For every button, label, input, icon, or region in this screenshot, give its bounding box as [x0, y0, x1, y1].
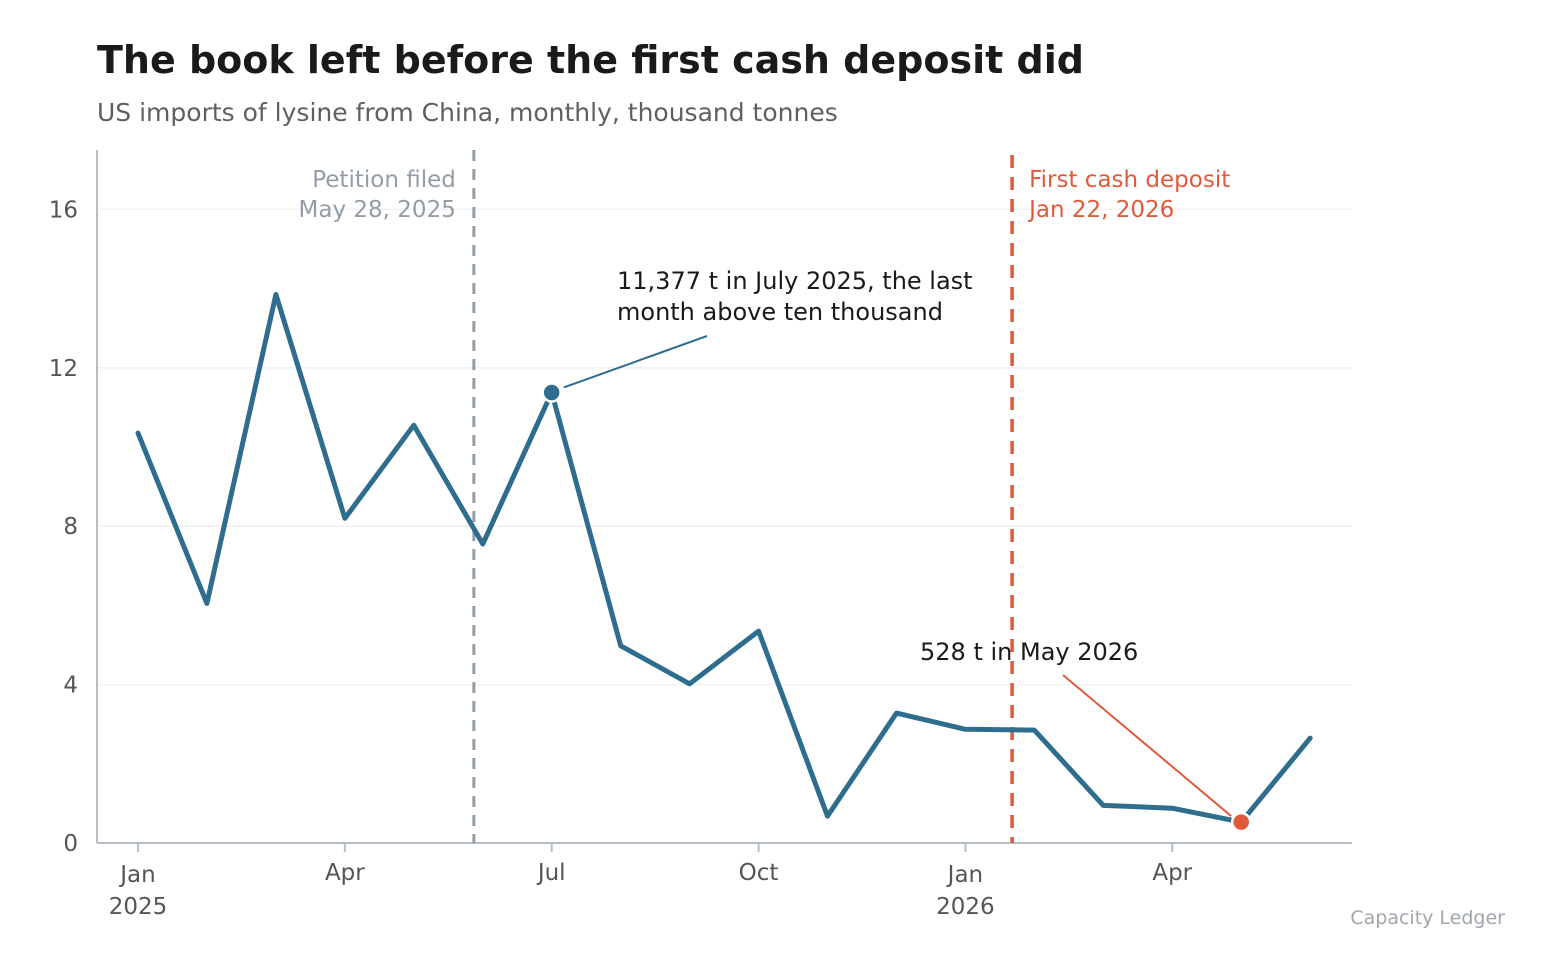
- x-tick-label: Jan: [118, 862, 155, 888]
- x-tick-year-label: 2026: [936, 894, 995, 920]
- annotations: 11,377 t in July 2025, the last month abo…: [541, 267, 1252, 833]
- y-tick-labels: 0 4 8 12 16: [49, 197, 78, 857]
- series-line: [135, 292, 1313, 825]
- y-tick-label: 0: [63, 831, 78, 857]
- x-tick-year-label: 2025: [109, 894, 168, 920]
- event-markers: Petition filed May 28, 2025 First cash dep…: [299, 150, 1230, 843]
- x-tick-label: Oct: [739, 860, 779, 886]
- chart-title: The book left before the first cash depo…: [97, 38, 1084, 82]
- x-tick-labels: Jan 2025 Apr Jul Oct Jan 2026 Apr: [109, 843, 1193, 920]
- axes: [96, 150, 1352, 844]
- event-label: First cash deposit: [1029, 167, 1230, 193]
- x-tick-label: Apr: [1152, 860, 1192, 886]
- event-date-label: Jan 22, 2026: [1027, 197, 1174, 223]
- y-tick-label: 8: [63, 514, 78, 540]
- x-tick-label: Jan: [946, 862, 983, 888]
- event-label: Petition filed: [312, 167, 456, 193]
- annotation-text: 528 t in May 2026: [920, 638, 1138, 666]
- event-date-label: May 28, 2025: [299, 197, 456, 223]
- source-credit: Capacity Ledger: [1350, 907, 1505, 929]
- y-tick-label: 12: [49, 356, 78, 382]
- highlight-point: [541, 382, 562, 403]
- y-tick-label: 4: [63, 673, 78, 699]
- x-tick-label: Apr: [325, 860, 365, 886]
- series-line-path: [135, 292, 1313, 825]
- annotation-leader: [1062, 674, 1232, 817]
- gridlines: [97, 208, 1352, 686]
- chart-subtitle: US imports of lysine from China, monthly…: [97, 98, 838, 127]
- x-tick-label: Jul: [536, 860, 566, 886]
- annotation-text: 11,377 t in July 2025, the last: [617, 267, 973, 295]
- annotation-text: month above ten thousand: [617, 298, 943, 326]
- annotation-leader: [563, 335, 708, 389]
- highlight-point: [1230, 811, 1252, 833]
- y-tick-label: 16: [49, 197, 78, 223]
